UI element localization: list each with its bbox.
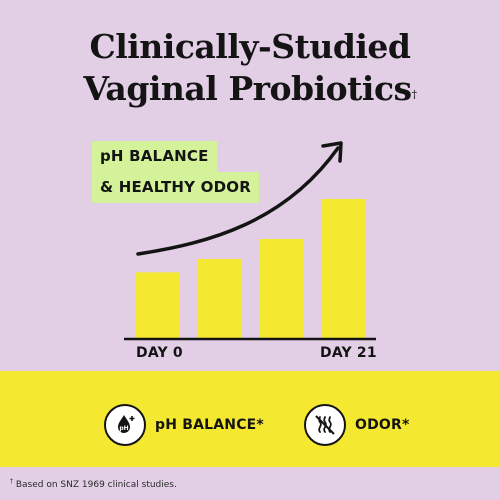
title-line-2: Vaginal Probiotics†: [0, 68, 500, 110]
footnote: † Based on SNZ 1969 clinical studies.: [10, 478, 177, 490]
bar-0: [136, 272, 180, 339]
feature-odor: ODOR*: [304, 404, 410, 446]
trend-arrow-head: [321, 141, 343, 163]
features-band: [0, 371, 500, 467]
x-end-label: DAY 21: [320, 345, 377, 361]
bar-2: [260, 239, 304, 339]
feature-odor-label: ODOR*: [355, 417, 410, 433]
ph-drop-icon: pH: [104, 404, 146, 446]
title-line-2-text: Vaginal Probiotics: [83, 69, 412, 108]
dagger-mark: †: [411, 88, 418, 101]
bar-1: [198, 259, 242, 339]
footnote-mark: †: [10, 478, 13, 485]
feature-ph-balance-label: pH BALANCE*: [155, 417, 264, 433]
healthy-odor-tag: & HEALTHY ODOR: [92, 172, 259, 203]
footnote-text: Based on SNZ 1969 clinical studies.: [13, 480, 177, 490]
odor-crossed-icon: [304, 404, 346, 446]
ph-balance-tag: pH BALANCE: [92, 141, 217, 172]
trend-arrow-line: [136, 146, 340, 256]
title-line-1: Clinically-Studied: [89, 27, 411, 66]
svg-text:pH: pH: [119, 425, 128, 432]
bar-3: [322, 199, 366, 339]
page-title: Clinically-Studied Vaginal Probiotics†: [0, 26, 500, 110]
x-start-label: DAY 0: [136, 345, 183, 361]
feature-ph-balance: pH pH BALANCE*: [104, 404, 264, 446]
